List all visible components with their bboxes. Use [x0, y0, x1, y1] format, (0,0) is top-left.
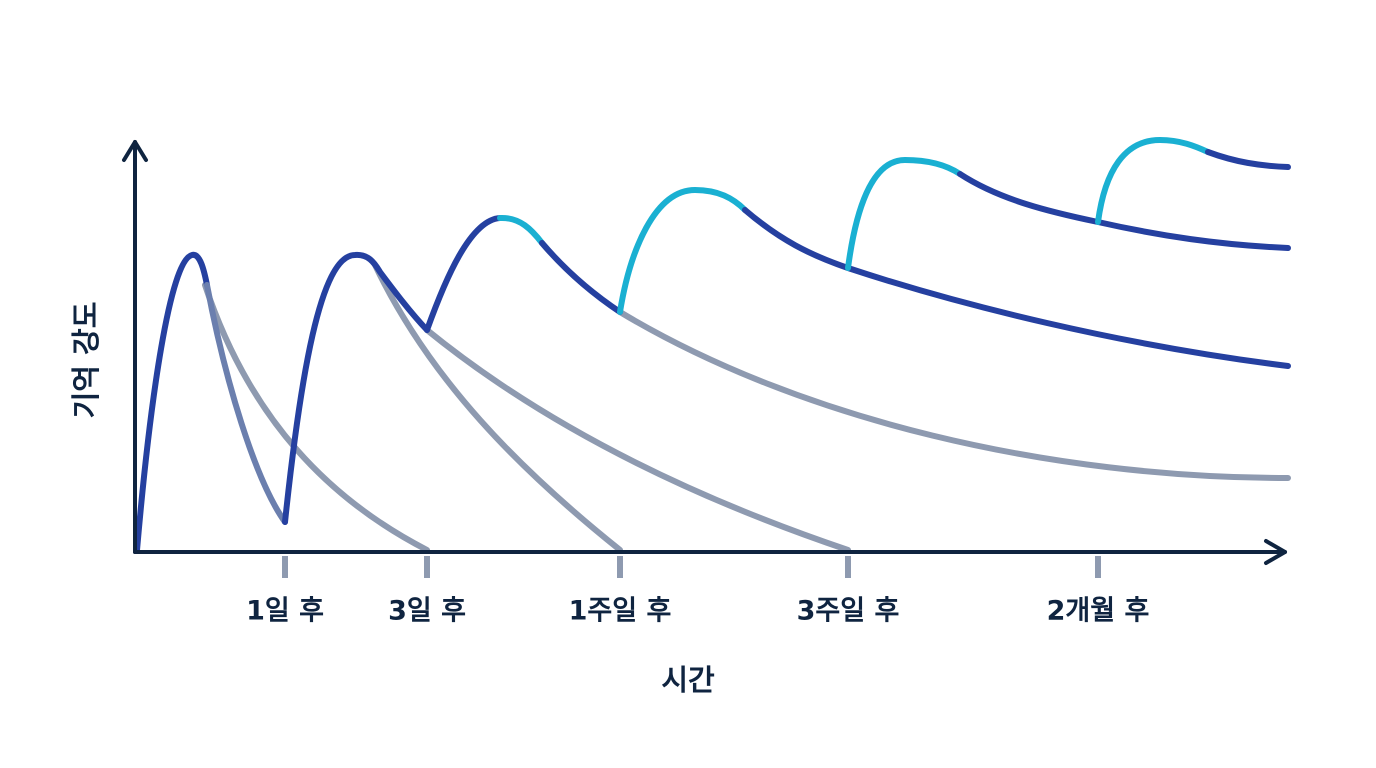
- decay-curve: [202, 282, 430, 553]
- review-curve: [957, 171, 1291, 251]
- decay-curve: [424, 327, 851, 553]
- first-decay: [204, 282, 288, 525]
- review-curve: [282, 251, 430, 525]
- learning-curve: [134, 251, 210, 553]
- y-axis-label: 기억 강도: [69, 302, 103, 419]
- tick-marks: [282, 556, 1101, 578]
- review-curve: [539, 240, 623, 315]
- review-peak: [845, 157, 963, 271]
- review-curve: [424, 215, 503, 333]
- review-curves: [134, 137, 1291, 553]
- tick-label: 3일 후: [388, 596, 466, 627]
- review-curve: [1205, 149, 1291, 170]
- tick-label: 1일 후: [246, 596, 324, 627]
- review-curve: [742, 207, 1291, 369]
- tick-label: 2개월 후: [1047, 596, 1150, 627]
- y-arrow: [122, 140, 148, 162]
- x-axis-label: 시간: [661, 663, 715, 697]
- tick-label: 1주일 후: [569, 596, 672, 627]
- review-peak: [617, 187, 748, 315]
- tick-label: 3주일 후: [797, 596, 900, 627]
- decay-curve: [617, 309, 1291, 481]
- decay-curves: [202, 262, 1291, 553]
- axes: [122, 140, 1287, 565]
- review-peak: [497, 214, 545, 246]
- x-arrow: [1264, 539, 1287, 565]
- decay-curve: [372, 262, 623, 553]
- review-peak: [1095, 137, 1211, 225]
